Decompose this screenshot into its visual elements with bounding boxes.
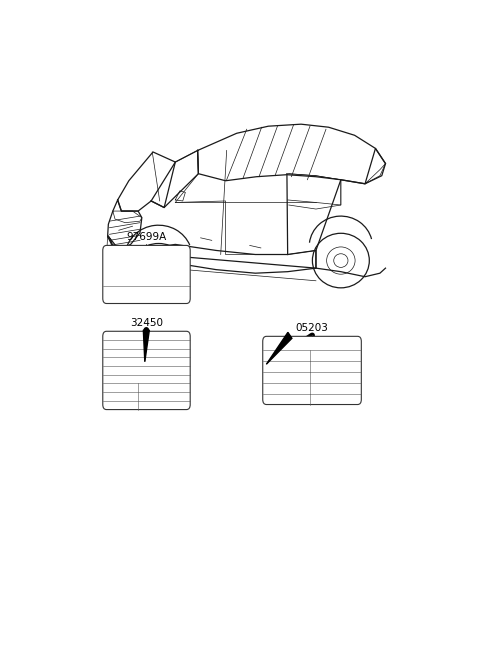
FancyBboxPatch shape: [263, 337, 361, 405]
Text: 05203: 05203: [296, 323, 329, 333]
FancyBboxPatch shape: [103, 331, 190, 409]
Text: 32450: 32450: [130, 318, 163, 328]
Polygon shape: [266, 333, 292, 364]
Polygon shape: [144, 330, 149, 361]
Text: 97699A: 97699A: [126, 232, 167, 242]
FancyBboxPatch shape: [103, 245, 190, 304]
